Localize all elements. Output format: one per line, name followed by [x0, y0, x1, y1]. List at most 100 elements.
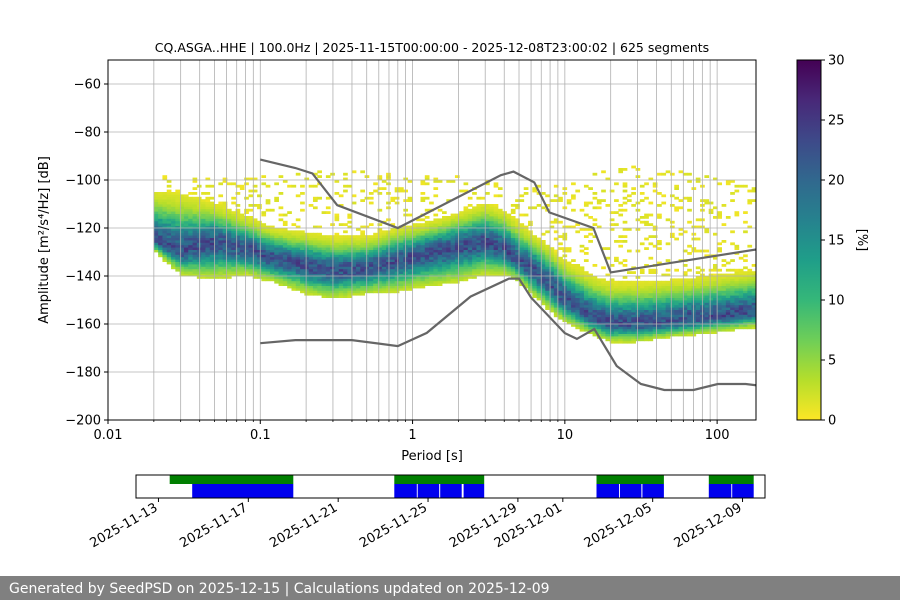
heatmap-cell — [704, 331, 710, 334]
heatmap-cell — [226, 232, 232, 236]
heatmap-cell — [618, 240, 624, 243]
heatmap-cell — [476, 259, 482, 262]
heatmap-cell — [214, 254, 219, 258]
heatmap-cell — [635, 314, 641, 318]
heatmap-cell — [609, 336, 615, 339]
heatmap-cell — [536, 242, 542, 246]
heatmap-cell — [532, 278, 538, 282]
heatmap-cell — [476, 252, 482, 255]
heatmap-cell — [704, 292, 710, 296]
heatmap-cell — [540, 276, 546, 279]
heatmap-cell — [386, 276, 391, 279]
date-tick-label: 2025-11-25 — [357, 500, 430, 551]
heatmap-cell — [317, 266, 322, 270]
heatmap-cell — [153, 218, 159, 222]
heatmap-cell — [334, 261, 340, 265]
heatmap-cell — [300, 249, 305, 253]
heatmap-cell — [712, 302, 718, 306]
heatmap-cell — [497, 230, 503, 234]
heatmap-cell — [244, 254, 249, 258]
heatmap-cell — [437, 228, 443, 231]
heatmap-cell — [368, 280, 374, 284]
heatmap-cell — [295, 252, 301, 255]
heatmap-cell — [368, 259, 374, 262]
heatmap-cell — [618, 213, 624, 217]
heatmap-cell — [183, 261, 189, 265]
heatmap-cell — [545, 264, 550, 267]
heatmap-cell — [528, 232, 533, 236]
heatmap-cell — [274, 266, 279, 270]
heatmap-cell — [648, 256, 654, 260]
availability-date-ticks: 2025-11-13 2025-11-17 2025-11-21 2025-11-25… — [88, 498, 745, 551]
heatmap-cell — [657, 288, 662, 291]
colorbar-label: [%] — [854, 229, 869, 252]
heatmap-cell — [712, 280, 718, 284]
heatmap-cell — [325, 256, 331, 260]
heatmap-cell — [614, 338, 619, 342]
heatmap-cell — [179, 261, 185, 265]
heatmap-cell — [175, 242, 181, 246]
heatmap-cell — [485, 273, 490, 277]
heatmap-cell — [351, 278, 357, 282]
heatmap-cell — [497, 232, 503, 236]
heatmap-cell — [674, 278, 679, 282]
heatmap-cell — [325, 235, 331, 238]
heatmap-cell — [381, 278, 387, 282]
heatmap-cell — [162, 213, 168, 217]
heatmap-cell — [183, 232, 189, 236]
heatmap-cell — [519, 254, 525, 258]
heatmap-cell — [437, 208, 443, 212]
heatmap-cell — [226, 208, 232, 212]
heatmap-cell — [463, 218, 469, 222]
heatmap-cell — [343, 237, 348, 241]
heatmap-cell — [463, 225, 469, 229]
heatmap-cell — [476, 268, 482, 272]
heatmap-cell — [214, 259, 219, 262]
heatmap-cell — [416, 278, 421, 282]
heatmap-cell — [343, 268, 348, 272]
heatmap-cell — [171, 192, 176, 195]
heatmap-cell — [497, 242, 503, 246]
heatmap-cell — [738, 321, 744, 325]
heatmap-cell — [738, 300, 744, 303]
heatmap-cell — [317, 240, 322, 243]
heatmap-cell — [657, 213, 662, 217]
heatmap-cell — [708, 288, 714, 291]
heatmap-cell — [209, 254, 215, 258]
heatmap-cell — [287, 232, 292, 236]
heatmap-cell — [214, 228, 219, 231]
heatmap-cell — [493, 271, 499, 274]
heatmap-cell — [261, 271, 267, 274]
heatmap-cell — [351, 259, 357, 262]
heatmap-cell — [222, 244, 228, 248]
heatmap-cell — [626, 295, 632, 298]
heatmap-cell — [450, 218, 456, 222]
heatmap-cell — [373, 290, 378, 294]
heatmap-cell — [209, 252, 215, 255]
heatmap-cell — [485, 271, 490, 274]
heatmap-cell — [399, 230, 404, 234]
heatmap-cell — [312, 285, 318, 289]
heatmap-cell — [282, 278, 288, 282]
heatmap-cell — [609, 264, 615, 267]
heatmap-cell — [687, 172, 692, 176]
heatmap-cell — [192, 180, 198, 183]
heatmap-cell — [523, 225, 529, 229]
heatmap-cell — [338, 295, 344, 298]
heatmap-cell — [338, 292, 344, 296]
heatmap-cell — [497, 218, 503, 222]
heatmap-cell — [274, 278, 279, 282]
heatmap-cell — [446, 271, 452, 274]
heatmap-cell — [183, 252, 189, 255]
heatmap-cell — [454, 216, 460, 219]
heatmap-cell — [480, 240, 486, 243]
heatmap-cell — [467, 235, 473, 238]
heatmap-cell — [183, 273, 189, 277]
heatmap-cell — [360, 288, 365, 291]
heatmap-cell — [472, 240, 477, 243]
heatmap-cell — [201, 237, 206, 241]
heatmap-cell — [442, 268, 447, 272]
heatmap-cell — [308, 244, 314, 248]
heatmap-cell — [463, 242, 469, 246]
heatmap-cell — [592, 292, 598, 296]
